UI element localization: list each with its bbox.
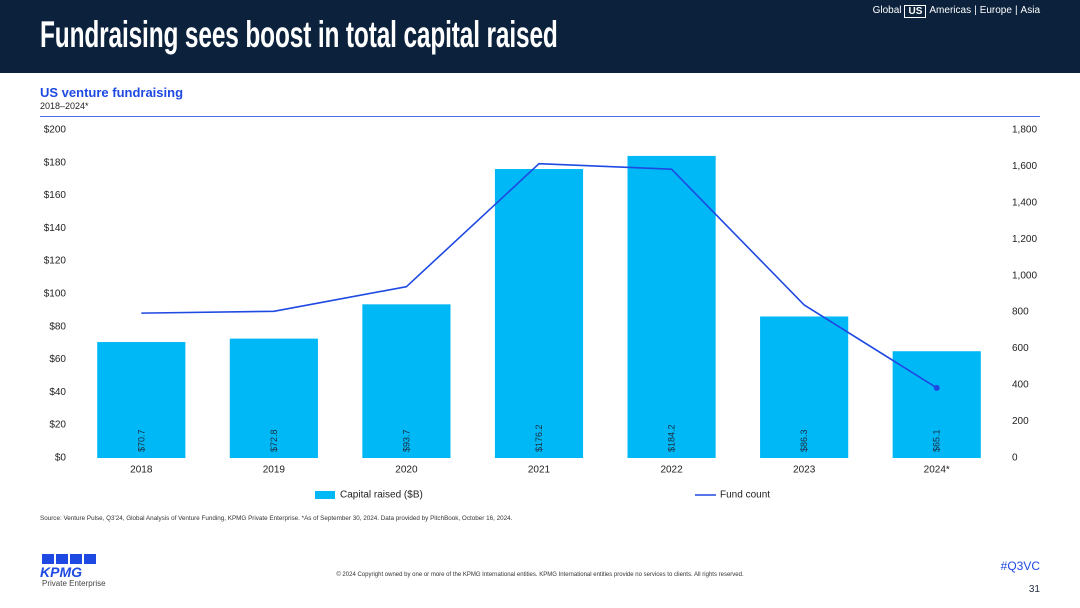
legend-label-fund-count: Fund count [720,490,770,501]
nav-separator [1015,5,1018,17]
kpmg-logo: KPMG Private Enterprise [40,554,110,594]
header-band: Fundraising sees boost in total capital … [0,0,1080,73]
y-axis-right-tick-label: 0 [1012,453,1018,464]
y-axis-right-tick-label: 400 [1012,380,1029,391]
bar-data-label: $93.7 [401,429,411,452]
y-axis-left-tick-label: $60 [49,354,66,365]
bar-capital-raised [627,155,716,459]
x-axis-tick-label: 2021 [528,465,551,476]
chart-title: US venture fundraising [40,85,184,100]
x-axis-tick-label: 2022 [660,465,683,476]
y-axis-right-tick-label: 1,200 [1012,234,1037,245]
nav-americas[interactable]: Americas [929,5,972,16]
chart-divider [40,116,1040,117]
chart-subtitle: 2018–2024* [40,101,89,111]
y-axis-right-tick-label: 1,800 [1012,125,1037,136]
page-title: Fundraising sees boost in total capital … [40,14,558,55]
line-fund-count [141,162,938,389]
y-axis-left-tick-label: $200 [44,125,67,136]
y-axis-right-tick-label: 1,000 [1012,270,1037,281]
fundraising-chart: $0 $20 $40 $60 $80 $100 $120 $140 $160 $180 $200 0 2… [44,125,1038,501]
nav-asia[interactable]: Asia [1020,5,1040,16]
y-axis-right-tick-label: 200 [1012,416,1029,427]
y-axis-right-tick-label: 600 [1012,343,1029,354]
y-axis-left-tick-label: $40 [49,387,66,398]
logo-box [70,554,82,564]
legend-label-capital-raised: Capital raised ($B) [340,490,423,501]
bar-data-label: $72.8 [269,429,279,452]
logo-box [42,554,54,564]
region-nav: Global US Americas Europe Asia [873,4,1040,18]
bar-capital-raised [229,338,318,458]
bar-data-label: $184.2 [667,424,677,452]
source-note: Source: Venture Pulse, Q3'24, Global Ana… [40,515,513,522]
nav-separator [974,5,977,17]
logo-box [56,554,68,564]
nav-global[interactable]: Global [872,5,902,16]
y-axis-left-tick-label: $100 [44,289,67,300]
nav-europe[interactable]: Europe [979,5,1012,16]
logo-subtitle: Private Enterprise [42,579,106,588]
y-axis-left-tick-label: $20 [49,420,66,431]
bar-data-label: $70.7 [136,429,146,452]
x-axis-tick-label: 2019 [263,465,286,476]
copyright-notice: © 2024 Copyright owned by one or more of… [336,572,744,578]
y-axis-left-tick-label: $80 [49,321,66,332]
y-axis-left-tick-label: $120 [44,256,67,267]
kpmg-logo-boxes [42,554,110,564]
x-axis-tick-label: 2024* [924,465,950,476]
bar-data-label: $176.2 [534,424,544,452]
bar-capital-raised [760,316,849,458]
y-axis-left-tick-label: $0 [55,453,67,464]
bar-data-label: $65.1 [932,429,942,452]
y-axis-left-tick-label: $180 [44,157,67,168]
nav-us-current[interactable]: US [904,4,927,18]
logo-wordmark: KPMG [40,564,82,580]
bar-capital-raised [97,342,186,458]
hashtag: #Q3VC [1000,559,1040,573]
logo-box [84,554,96,564]
x-axis-tick-label: 2020 [395,465,418,476]
y-axis-right-tick-label: 1,400 [1012,197,1037,208]
x-axis-tick-label: 2018 [130,465,153,476]
y-axis-left-tick-label: $140 [44,223,67,234]
bar-capital-raised [362,304,451,458]
bar-capital-raised [494,169,584,459]
bar-data-label: $86.3 [799,429,809,452]
x-axis-tick-label: 2023 [793,465,816,476]
page-number: 31 [1028,584,1040,595]
y-axis-left-tick-label: $160 [44,190,67,201]
y-axis-right-tick-label: 800 [1012,307,1029,318]
line-fund-count-end-marker [933,384,940,391]
y-axis-right-tick-label: 1,600 [1012,161,1037,172]
legend-swatch-capital-raised [315,491,335,499]
